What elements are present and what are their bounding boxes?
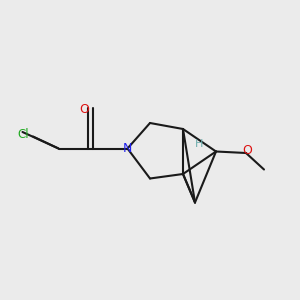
Text: H: H: [195, 139, 204, 149]
Text: Cl: Cl: [18, 128, 29, 142]
Text: N: N: [123, 142, 132, 155]
Text: O: O: [80, 103, 89, 116]
Text: O: O: [243, 144, 252, 157]
